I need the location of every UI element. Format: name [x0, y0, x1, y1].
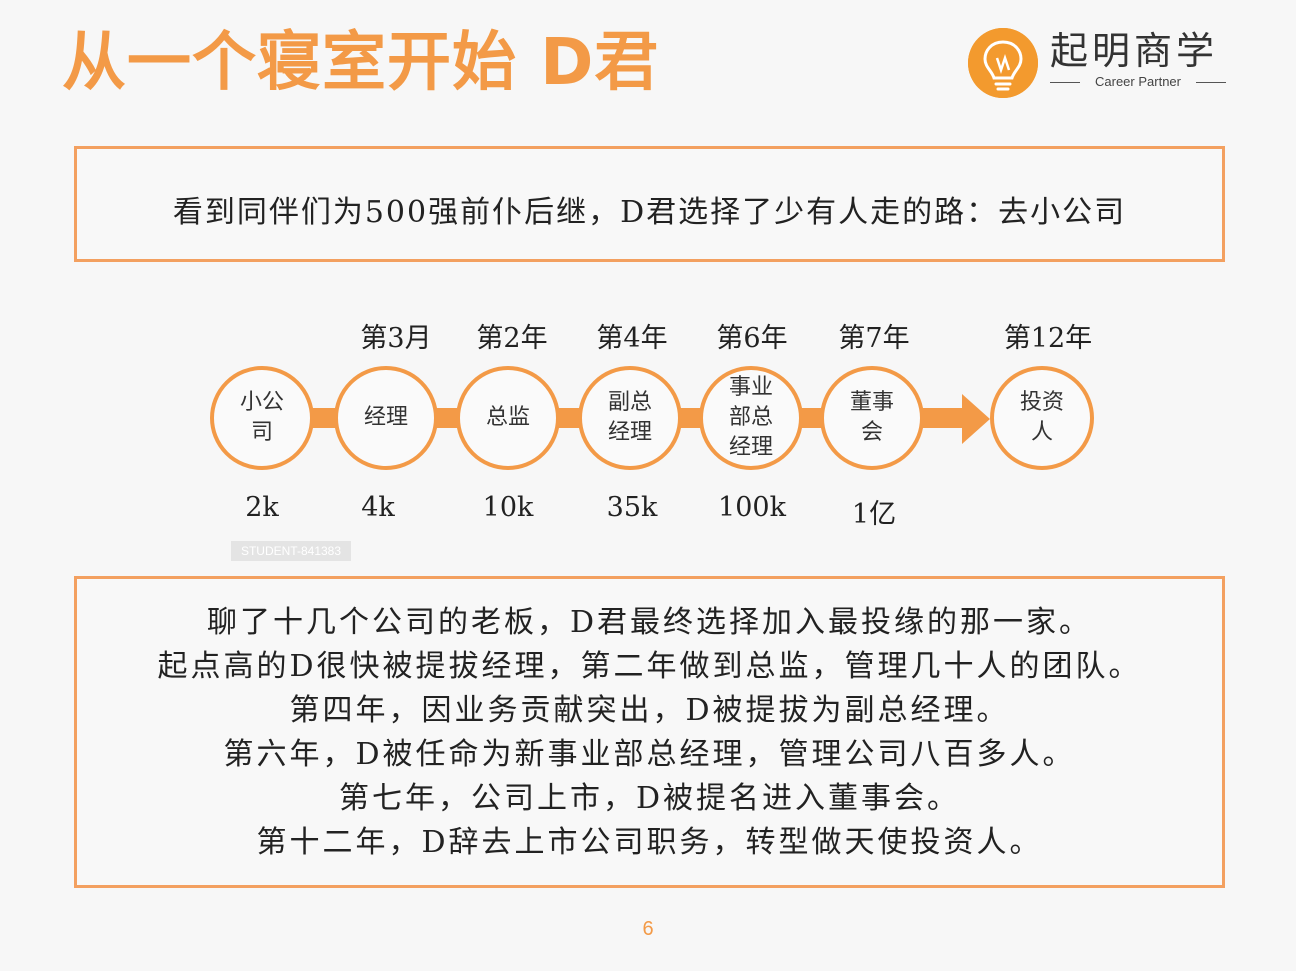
story-line: 第四年，因业务贡献突出，D被提拔为副总经理。 — [289, 693, 1010, 728]
timeline-salary: 1亿 — [851, 499, 897, 530]
timeline-year: 第3月 — [360, 323, 432, 354]
brand-name: 起明商学 — [1050, 29, 1219, 73]
timeline-node: 董事会 — [820, 366, 924, 470]
timeline-salary: 35k — [606, 492, 658, 523]
brand-logo: 起明商学 Career Partner — [968, 26, 1238, 100]
timeline-salary: 2k — [245, 492, 279, 523]
timeline-node: 事业部总经理 — [699, 366, 803, 470]
timeline-salary: 100k — [718, 492, 786, 523]
timeline-salary: 10k — [482, 492, 534, 523]
intro-text: 看到同伴们为500强前仆后继，D君选择了少有人走的路：去小公司 — [172, 195, 1127, 230]
story-line: 聊了十几个公司的老板，D君最终选择加入最投缘的那一家。 — [206, 605, 1093, 640]
timeline-node: 投资人 — [990, 366, 1094, 470]
timeline-salary: 4k — [361, 492, 395, 523]
watermark: STUDENT-841383 — [231, 541, 351, 561]
story-line: 第七年，公司上市，D被提名进入董事会。 — [338, 781, 961, 816]
slide-title: 从一个寝室开始 D君 — [62, 26, 660, 100]
arrow-right-icon — [962, 394, 990, 444]
story-line: 起点高的D很快被提拔经理，第二年做到总监，管理几十人的团队。 — [157, 649, 1142, 684]
brand-tagline: Career Partner — [1050, 74, 1226, 89]
timeline-year: 第6年 — [716, 323, 788, 354]
timeline-node: 副总经理 — [578, 366, 682, 470]
timeline-node: 小公司 — [210, 366, 314, 470]
timeline-node: 总监 — [456, 366, 560, 470]
lightbulb-icon — [968, 28, 1038, 98]
timeline-year: 第12年 — [1003, 323, 1093, 354]
story-box: 聊了十几个公司的老板，D君最终选择加入最投缘的那一家。 起点高的D很快被提拔经理… — [74, 576, 1225, 888]
timeline-node: 经理 — [334, 366, 438, 470]
intro-box: 看到同伴们为500强前仆后继，D君选择了少有人走的路：去小公司 — [74, 146, 1225, 262]
story-line: 第六年，D被任命为新事业部总经理，管理公司八百多人。 — [223, 737, 1076, 772]
page-number: 6 — [642, 918, 654, 940]
timeline-year: 第4年 — [596, 323, 668, 354]
story-line: 第十二年，D辞去上市公司职务，转型做天使投资人。 — [256, 825, 1043, 860]
timeline-year: 第2年 — [476, 323, 548, 354]
timeline-year: 第7年 — [838, 323, 910, 354]
